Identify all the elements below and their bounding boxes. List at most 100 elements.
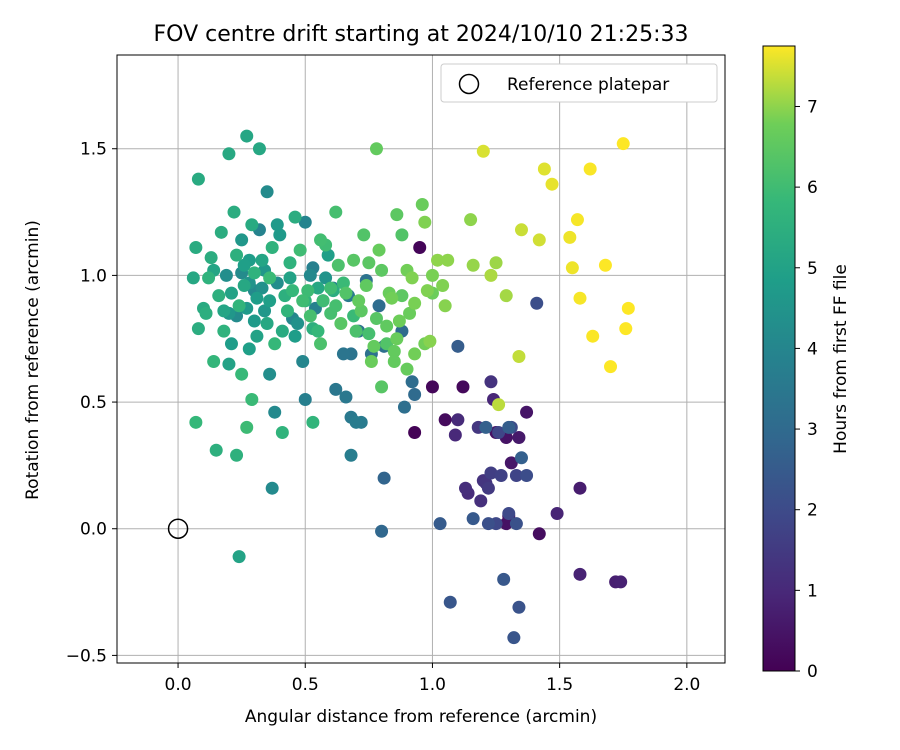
data-point (288, 210, 302, 224)
data-point (303, 268, 317, 282)
data-point (214, 225, 228, 239)
data-point (415, 197, 429, 211)
data-point (311, 324, 325, 338)
data-point (306, 415, 320, 429)
data-point (291, 317, 305, 331)
data-point (347, 253, 361, 267)
data-point (372, 243, 386, 257)
colorbar-tick-label: 3 (807, 420, 818, 440)
data-point (329, 382, 343, 396)
data-point (268, 405, 282, 419)
data-point (395, 289, 409, 303)
data-point (235, 367, 249, 381)
data-point (260, 317, 274, 331)
data-point (217, 304, 231, 318)
colorbar-tick-label: 5 (807, 259, 818, 279)
data-point (598, 258, 612, 272)
data-point (466, 258, 480, 272)
legend-reference-marker (458, 73, 480, 95)
data-point (451, 413, 465, 427)
data-point (263, 294, 277, 308)
data-point (369, 142, 383, 156)
data-point (464, 213, 478, 227)
data-point (222, 147, 236, 161)
data-point (400, 362, 414, 376)
data-point (425, 380, 439, 394)
data-point (186, 271, 200, 285)
data-point (509, 517, 523, 531)
data-point (403, 306, 417, 320)
data-point (331, 258, 345, 272)
data-point (265, 481, 279, 495)
data-point (349, 324, 363, 338)
data-point (466, 512, 480, 526)
data-point (224, 337, 238, 351)
data-point (375, 380, 389, 394)
data-point (387, 355, 401, 369)
data-point (514, 223, 528, 237)
reference-point-marker (167, 518, 189, 539)
data-point (240, 129, 254, 143)
data-point (232, 550, 246, 564)
data-point (217, 324, 231, 338)
y-tick-label: 0.5 (80, 393, 107, 413)
data-point (520, 405, 534, 419)
data-point (273, 228, 287, 242)
data-point (573, 291, 587, 305)
data-point (604, 360, 618, 374)
data-point (438, 299, 452, 313)
data-point (474, 494, 488, 508)
data-point (324, 281, 338, 295)
data-point (296, 355, 310, 369)
data-point (311, 281, 325, 295)
data-point (392, 314, 406, 328)
data-point (222, 357, 236, 371)
data-point (250, 329, 264, 343)
data-point (484, 375, 498, 389)
chart-title: FOV centre drift starting at 2024/10/10 … (154, 22, 689, 47)
data-point (242, 342, 256, 356)
data-point (232, 299, 246, 313)
data-point (573, 567, 587, 581)
data-point (288, 329, 302, 343)
y-tick-label: 1.0 (80, 266, 107, 286)
data-point (364, 355, 378, 369)
data-point (189, 415, 203, 429)
data-point (420, 284, 434, 298)
data-point (520, 469, 534, 483)
data-point (372, 299, 386, 313)
data-point (502, 507, 516, 521)
data-point (293, 243, 307, 257)
data-point (479, 420, 493, 434)
data-point (509, 469, 523, 483)
data-point (443, 595, 457, 609)
scatter-points (186, 129, 635, 645)
data-point (492, 398, 506, 412)
data-point (570, 213, 584, 227)
data-point (352, 294, 366, 308)
data-point (619, 322, 633, 336)
data-point (255, 253, 269, 267)
data-point (621, 301, 635, 315)
data-point (502, 420, 516, 434)
colorbar-tick-label: 7 (807, 97, 818, 117)
data-point (280, 304, 294, 318)
data-point (212, 289, 226, 303)
data-point (283, 256, 297, 270)
data-point (349, 415, 363, 429)
data-point (260, 185, 274, 199)
data-point (303, 309, 317, 323)
colorbar-label: Hours from first FF file (831, 264, 851, 454)
colorbar-tick-label: 4 (807, 339, 818, 359)
data-point (408, 425, 422, 439)
data-point (263, 271, 277, 285)
data-point (614, 575, 628, 589)
data-point (456, 380, 470, 394)
data-point (369, 311, 383, 325)
colorbar-tick-label: 0 (807, 662, 818, 682)
data-point (405, 271, 419, 285)
y-axis-label: Rotation from reference (arcmin) (23, 220, 43, 500)
data-point (375, 524, 389, 538)
data-point (489, 256, 503, 270)
data-point (408, 296, 422, 310)
